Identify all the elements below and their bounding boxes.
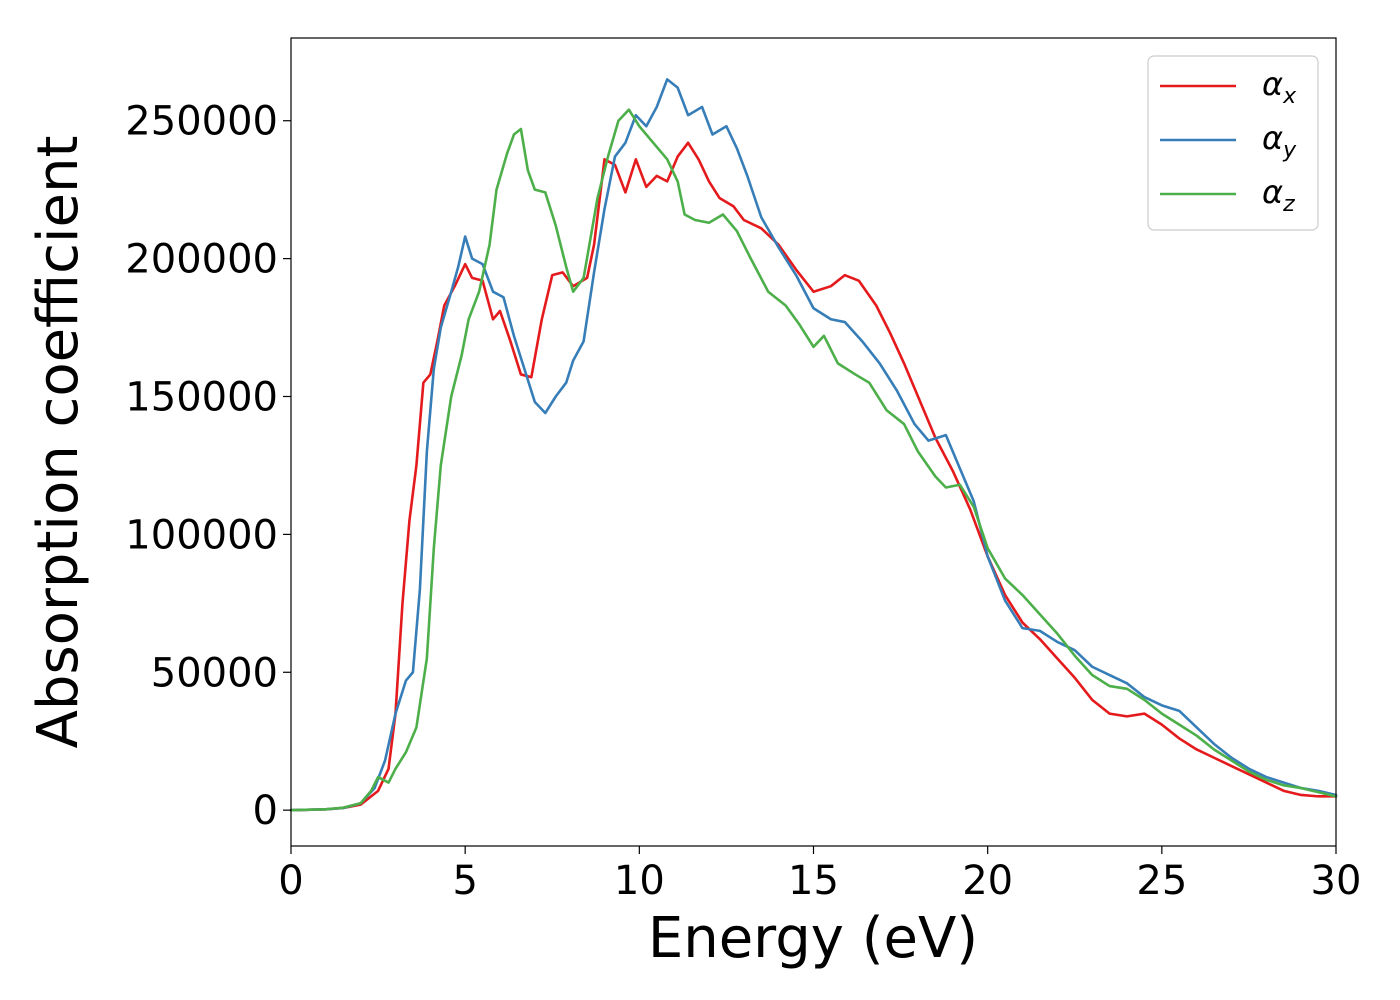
x-tick-label: 30 bbox=[1311, 858, 1362, 904]
series-line-y bbox=[289, 78, 1338, 812]
x-axis: 0 5 10 15 20 25 30 bbox=[278, 846, 1361, 904]
x-tick-label: 0 bbox=[278, 858, 303, 904]
series-layer bbox=[289, 78, 1338, 812]
y-tick-label: 100000 bbox=[125, 512, 278, 558]
legend-label-x: αx bbox=[1262, 65, 1297, 109]
y-tick-label: 0 bbox=[253, 788, 278, 834]
series-line-z bbox=[289, 108, 1338, 812]
x-axis-label: Energy (eV) bbox=[648, 906, 978, 971]
x-tick-label: 10 bbox=[614, 858, 665, 904]
x-tick-label: 25 bbox=[1136, 858, 1187, 904]
legend-label-z: αz bbox=[1262, 173, 1295, 217]
y-tick-label: 250000 bbox=[125, 99, 278, 145]
y-tick-label: 200000 bbox=[125, 237, 278, 283]
series-line-x bbox=[289, 141, 1338, 812]
legend: αx αy αz bbox=[1147, 55, 1319, 231]
y-axis: 0 50000 100000 150000 200000 250000 bbox=[125, 99, 291, 834]
legend-label-y: αy bbox=[1262, 119, 1297, 163]
y-tick-label: 50000 bbox=[151, 650, 278, 696]
y-tick-label: 150000 bbox=[125, 374, 278, 420]
x-tick-label: 15 bbox=[788, 858, 839, 904]
legend-box bbox=[1147, 55, 1319, 231]
x-tick-label: 20 bbox=[962, 858, 1013, 904]
y-axis-label: Absorption coefficient bbox=[26, 136, 91, 749]
x-tick-label: 5 bbox=[452, 858, 477, 904]
